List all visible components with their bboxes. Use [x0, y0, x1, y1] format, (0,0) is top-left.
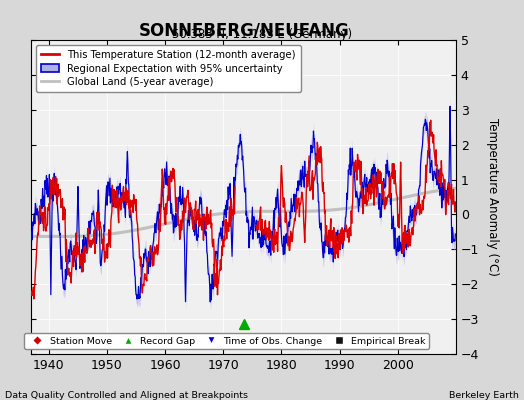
Text: 50.383 N, 11.183 E (Germany): 50.383 N, 11.183 E (Germany): [172, 28, 352, 41]
Text: Data Quality Controlled and Aligned at Breakpoints: Data Quality Controlled and Aligned at B…: [5, 391, 248, 400]
Text: Berkeley Earth: Berkeley Earth: [449, 391, 519, 400]
Legend: Station Move, Record Gap, Time of Obs. Change, Empirical Break: Station Move, Record Gap, Time of Obs. C…: [24, 333, 429, 349]
Y-axis label: Temperature Anomaly (°C): Temperature Anomaly (°C): [486, 118, 498, 276]
Title: SONNEBERG/NEUFANG: SONNEBERG/NEUFANG: [138, 22, 349, 40]
